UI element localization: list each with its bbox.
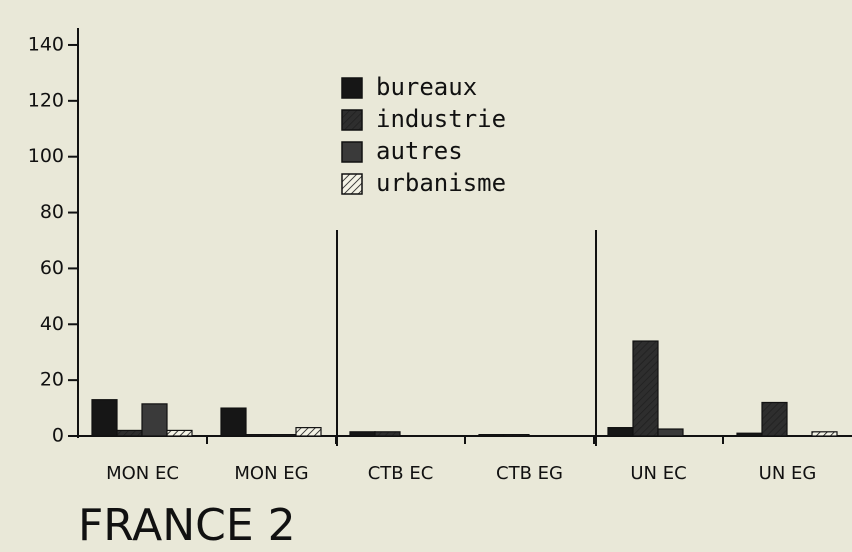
y-tick-label: 100 — [28, 145, 64, 167]
bar-hatch — [375, 431, 400, 436]
bar — [657, 428, 684, 437]
x-tick-label: MON EC — [106, 463, 179, 484]
x-tick-label: CTB EG — [496, 463, 563, 484]
bar-hatch — [504, 434, 529, 436]
y-tick-label: 120 — [28, 89, 64, 111]
bar — [478, 434, 505, 437]
legend-label: urbanisme — [376, 169, 506, 197]
y-tick-label: 80 — [40, 201, 64, 223]
chart-title: FRANCE 2 — [78, 500, 296, 551]
bar — [349, 431, 376, 437]
bar-hatch — [296, 427, 321, 436]
bar — [607, 427, 634, 437]
legend-hatch — [342, 110, 362, 130]
y-tick-label: 20 — [40, 369, 64, 391]
legend-label: autres — [376, 137, 463, 165]
bar — [141, 403, 168, 437]
bar — [220, 407, 247, 437]
legend-swatch — [341, 141, 363, 163]
bar-hatch — [812, 431, 837, 436]
y-tick-label: 140 — [28, 33, 64, 55]
x-tick-label: MON EG — [234, 463, 308, 484]
bar-hatch — [167, 430, 192, 436]
y-tick-label: 60 — [40, 257, 64, 279]
y-tick-label: 40 — [40, 313, 64, 335]
legend-label: bureaux — [376, 73, 477, 101]
y-tick-label: 0 — [52, 425, 64, 447]
bar — [91, 399, 118, 437]
bar-hatch — [117, 430, 142, 436]
bar — [736, 432, 763, 437]
bar-hatch — [633, 341, 658, 436]
legend-swatch — [341, 77, 363, 99]
legend-label: industrie — [376, 105, 506, 133]
x-tick-label: CTB EC — [368, 463, 434, 484]
legend-hatch — [342, 174, 362, 194]
bar — [270, 434, 297, 437]
bar-hatch — [246, 434, 271, 436]
bar-hatch — [762, 402, 787, 436]
x-tick-label: UN EG — [759, 463, 817, 484]
x-tick-label: UN EC — [630, 463, 686, 484]
